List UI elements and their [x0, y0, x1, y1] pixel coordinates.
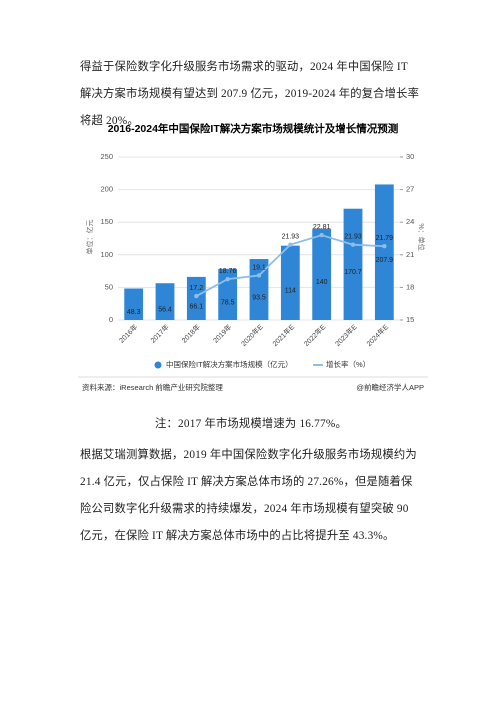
y-tick-label: 200 [100, 185, 113, 194]
x-tick-label: 2022年E [302, 322, 328, 348]
credit: @前瞻经济学人APP [356, 382, 424, 392]
y-axis-label: 单位：亿元 [85, 220, 94, 255]
legend-swatch [154, 361, 162, 369]
y-tick-label: 150 [100, 217, 113, 226]
bar-value-label: 207.9 [376, 257, 394, 264]
y2-tick-label: 21 [406, 250, 414, 259]
y2-tick-label: 18 [406, 282, 414, 291]
bar [124, 288, 144, 320]
bar-value-label: 66.1 [190, 303, 204, 310]
bar [155, 283, 175, 320]
line-point [256, 273, 262, 278]
line-value-label: 19.1 [252, 264, 266, 271]
line-point [319, 232, 324, 238]
bar-value-label: 48.3 [127, 309, 141, 316]
x-tick-label: 2017年 [148, 322, 170, 344]
line-point [382, 244, 387, 249]
y2-axis-label: %：单位 [417, 223, 426, 250]
x-tick-label: 2023年E [333, 322, 359, 348]
chart-title: 2016-2024年中国保险IT解决方案市场规模统计及增长情况预测 [108, 122, 399, 135]
bar-value-label: 93.5 [252, 294, 266, 301]
bar-value-label: 140 [316, 279, 328, 286]
bar [343, 208, 363, 320]
bar-value-label: 114 [285, 288, 296, 295]
note: 注：2017 年市场规模增速为 16.77%。 [155, 418, 347, 430]
x-tick-label: 2018年 [180, 322, 202, 344]
line-value-label: 18.76 [219, 268, 237, 275]
y2-tick-label: 30 [406, 152, 414, 161]
y2-tick-label: 24 [406, 217, 414, 226]
line-point [288, 242, 293, 247]
bar-value-label: 56.4 [158, 306, 172, 313]
y-tick-label: 0 [109, 315, 113, 324]
line-value-label: 17.2 [190, 285, 204, 292]
x-tick-label: 2016年 [117, 322, 139, 344]
line-value-label: 21.79 [376, 235, 394, 242]
line-value-label: 22.81 [313, 224, 331, 231]
y-tick-label: 100 [100, 250, 113, 259]
y2-tick-label: 27 [406, 185, 414, 194]
bar [374, 184, 394, 320]
line-value-label: 21.93 [282, 234, 300, 241]
x-tick-label: 2021年E [270, 322, 296, 348]
bar [186, 276, 206, 320]
legend-label: 中国保险IT解决方案市场规模（亿元） [166, 359, 293, 369]
bar [249, 259, 269, 320]
legend-label: 增长率（%） [326, 359, 370, 369]
y-tick-label: 250 [100, 152, 113, 161]
bar-value-label: 78.5 [221, 299, 235, 306]
line-point [194, 293, 199, 299]
paragraph: 根据艾瑞测算数据，2019 年中国保险数字化升级服务市场规模约为 21.4 亿元… [80, 449, 417, 542]
paragraph: 得益于保险数字化升级服务市场需求的驱动，2024 年中国保险 IT 解决方案市场… [80, 61, 420, 127]
line-point [225, 276, 230, 282]
y2-tick-label: 15 [406, 315, 414, 324]
x-tick-label: 2020年E [239, 322, 265, 348]
bar [218, 268, 238, 320]
bar [312, 228, 332, 320]
x-tick-label: 2019年 [211, 322, 233, 344]
source: 资料来源：iResearch 前瞻产业研究院整理 [82, 382, 223, 392]
bar [280, 245, 300, 320]
x-tick-label: 2024年E [364, 322, 390, 348]
chart: 2016-2024年中国保险IT解决方案市场规模统计及增长情况预测 单位：亿元 … [78, 122, 428, 392]
y-tick-label: 50 [105, 282, 113, 291]
line-point [350, 242, 356, 247]
line-value-label: 21.93 [344, 234, 362, 241]
bar-value-label: 170.7 [344, 269, 362, 276]
